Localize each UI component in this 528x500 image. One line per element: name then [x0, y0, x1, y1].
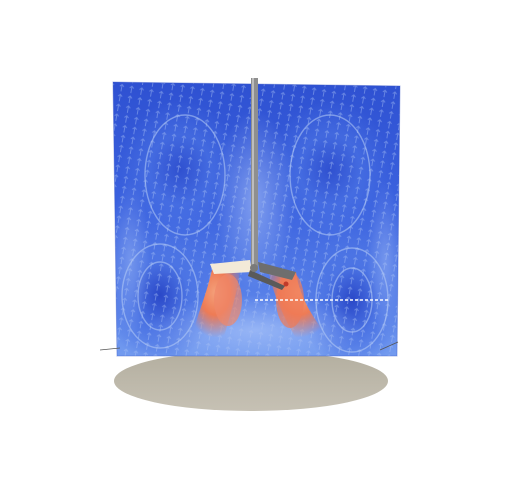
- tank-base: [114, 351, 388, 411]
- impeller-shaft-icon: [251, 78, 258, 270]
- impeller-blades-icon: [210, 260, 296, 290]
